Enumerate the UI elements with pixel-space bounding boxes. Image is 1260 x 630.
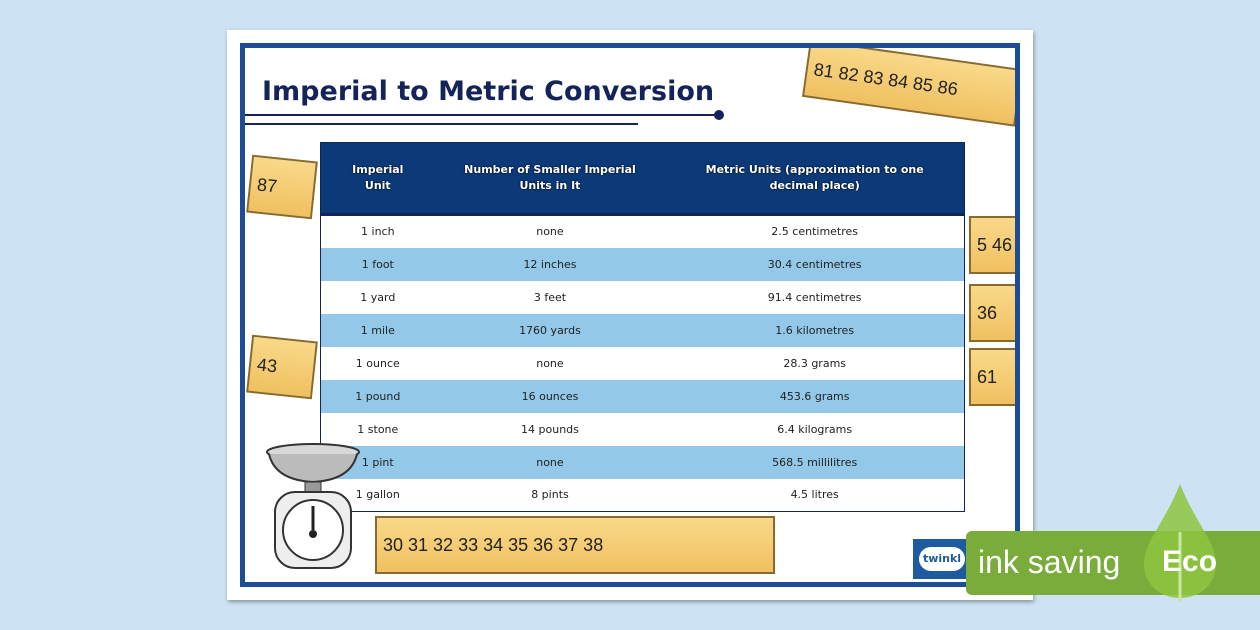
table-row: 1 foot 12 inches 30.4 centimetres — [320, 247, 965, 281]
column-header: Number of Smaller Imperial Units in It — [434, 142, 666, 216]
table-cell: 1 mile — [320, 313, 435, 347]
table-cell: 1760 yards — [434, 313, 666, 347]
table-row: 1 inch none 2.5 centimetres — [321, 215, 965, 248]
table-cell: 1 ounce — [355, 356, 400, 370]
table-cell: 1 inch — [361, 225, 395, 239]
table-cell: 1 gallon — [355, 488, 400, 502]
table-cell: 453.6 grams — [665, 379, 965, 413]
page-title: Imperial to Metric Conversion — [262, 76, 715, 107]
ink-saving-badge: ink saving — [966, 531, 1260, 595]
conversion-table: Imperial Unit Number of Smaller Imperial… — [320, 142, 965, 512]
table-cell: 91.4 centimetres — [767, 290, 862, 304]
weighing-scale-icon — [266, 443, 360, 569]
table-cell: 1 stone — [357, 422, 399, 436]
table-cell: none — [434, 445, 666, 479]
table-row: 1 stone 14 pounds 6.4 kilograms — [321, 413, 965, 446]
table-cell: 28.3 grams — [783, 356, 847, 370]
table-cell: 1 yard — [360, 290, 396, 304]
column-header: Imperial Unit — [320, 142, 435, 216]
divider — [245, 123, 638, 125]
ruler: 30 31 32 33 34 35 36 37 38 — [375, 516, 775, 574]
eco-label: Eco — [1162, 545, 1218, 578]
table-cell: 1 pound — [320, 379, 435, 413]
divider-dot — [714, 110, 724, 120]
table-cell: 1.6 kilometres — [665, 313, 965, 347]
table-cell: 16 ounces — [434, 379, 666, 413]
table-cell: 14 pounds — [521, 422, 579, 436]
table-cell: 3 feet — [533, 290, 567, 304]
table-row: 1 pint none 568.5 millilitres — [320, 445, 965, 479]
table-cell: 6.4 kilograms — [777, 422, 853, 436]
table-cell: 4.5 litres — [790, 488, 839, 502]
table-cell: 1 foot — [320, 247, 435, 281]
table-row: 1 ounce none 28.3 grams — [321, 347, 965, 380]
ruler: 81 82 83 84 85 86 — [802, 48, 1015, 127]
badge-text: ink saving — [978, 544, 1121, 580]
table-row: 1 pound 16 ounces 453.6 grams — [320, 379, 965, 413]
table-cell: none — [536, 356, 564, 370]
ruler: 61 — [969, 348, 1015, 406]
table-cell: none — [536, 225, 564, 239]
table-row: 1 gallon 8 pints 4.5 litres — [321, 479, 965, 512]
leaf-drop-icon — [1144, 484, 1216, 602]
divider — [245, 114, 717, 116]
column-header: Metric Units (approximation to one decim… — [665, 142, 965, 216]
table-cell: 2.5 centimetres — [771, 225, 859, 239]
twinkl-logo: twinkl — [913, 539, 973, 579]
ruler: 87 — [246, 154, 318, 220]
table-cell: 568.5 millilitres — [665, 445, 965, 479]
table-cell: 8 pints — [531, 488, 569, 502]
table-cell: 30.4 centimetres — [665, 247, 965, 281]
ruler: 5 46 — [969, 216, 1015, 274]
table-row: 1 mile 1760 yards 1.6 kilometres — [320, 313, 965, 347]
ruler: 36 — [969, 284, 1015, 342]
poster-frame: 81 82 83 84 85 86 87 5 46 36 61 43 30 31… — [240, 43, 1020, 587]
table-row: 1 yard 3 feet 91.4 centimetres — [321, 281, 965, 314]
table-cell: 12 inches — [434, 247, 666, 281]
ruler: 43 — [246, 334, 318, 400]
